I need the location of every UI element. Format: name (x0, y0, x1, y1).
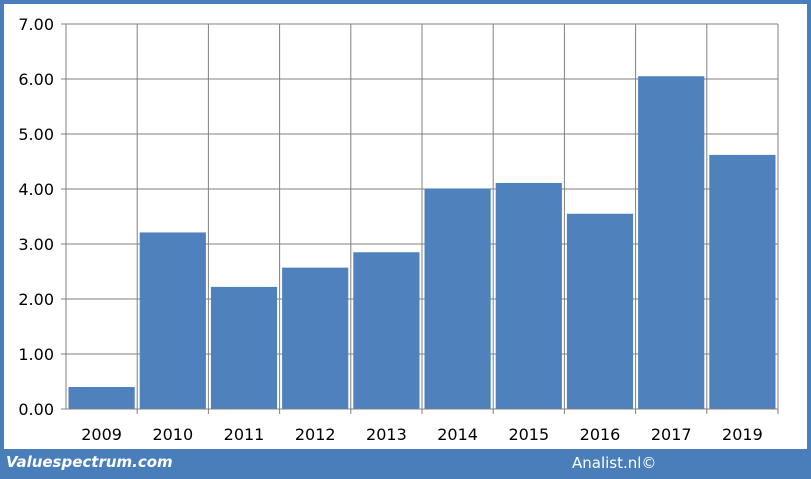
x-tick-label: 2017 (651, 425, 692, 444)
bar-2010 (139, 232, 206, 409)
bar-2019 (709, 154, 776, 409)
x-tick-label: 2009 (81, 425, 122, 444)
bar-2009 (68, 387, 135, 409)
bar-2012 (282, 267, 349, 409)
source-label: Valuespectrum.com (6, 453, 173, 471)
y-tick-label: 3.00 (18, 235, 54, 254)
x-tick-label: 2012 (295, 425, 336, 444)
y-tick-label: 1.00 (18, 345, 54, 364)
y-tick-label: 6.00 (18, 70, 54, 89)
bar-chart: 0.00 1.00 2.00 3.00 4.00 5.00 6.00 7.00 2009 2010… (18, 15, 779, 444)
plot-area: 0.00 1.00 2.00 3.00 4.00 5.00 6.00 7.00 2009 2010… (4, 4, 807, 449)
bar-2017 (638, 76, 705, 409)
bar-2014 (424, 188, 491, 409)
bar-2013 (353, 252, 420, 409)
y-tick-label: 0.00 (18, 400, 54, 419)
x-tick-label: 2011 (224, 425, 265, 444)
bar-2015 (495, 182, 562, 409)
y-tick-label: 2.00 (18, 290, 54, 309)
y-tick-label: 7.00 (18, 15, 54, 34)
x-tick-label: 2016 (580, 425, 621, 444)
x-tick-label: 2019 (722, 425, 763, 444)
y-tick-label: 5.00 (18, 125, 54, 144)
x-tick-label: 2013 (366, 425, 407, 444)
y-tick-label: 4.00 (18, 180, 54, 199)
x-tick-label: 2015 (508, 425, 549, 444)
bar-2016 (566, 213, 634, 409)
x-tick-label: 2010 (152, 425, 193, 444)
bar-2011 (210, 286, 278, 409)
x-tick-label: 2014 (437, 425, 478, 444)
credit-label: Analist.nl© (572, 454, 657, 472)
